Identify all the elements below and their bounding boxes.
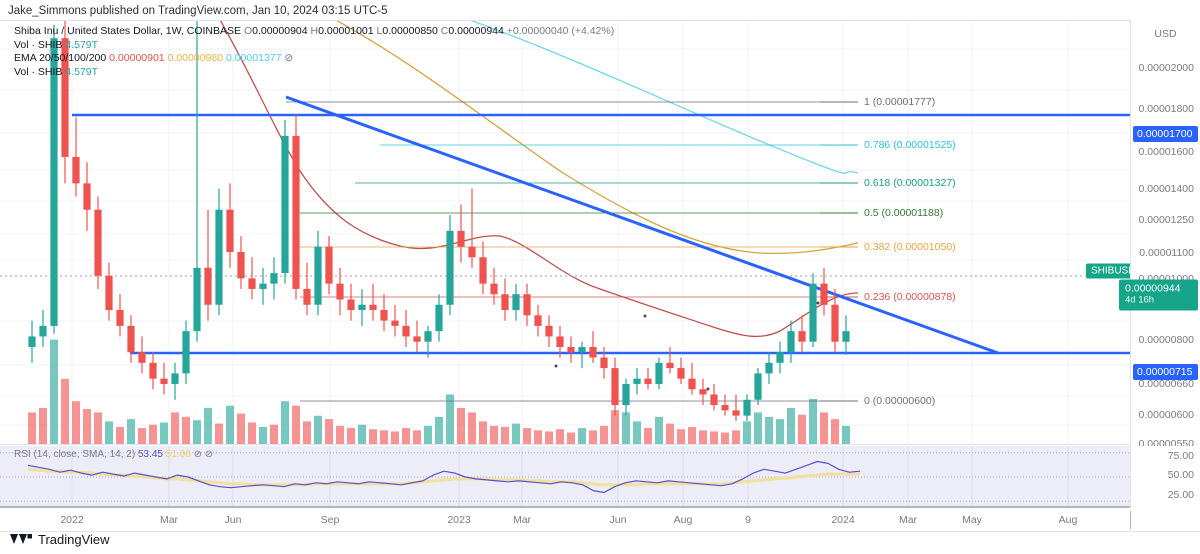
- price-support-label[interactable]: 0.00000715: [1133, 364, 1198, 380]
- fibonacci-level-label[interactable]: 0 (0.00000600): [864, 395, 936, 407]
- time-tick-label: 2022: [60, 514, 84, 526]
- rsi-tick-label: 50.00: [1167, 469, 1194, 481]
- time-tick-label: Jun: [224, 514, 242, 526]
- price-tick-label: 0.00000660: [1138, 378, 1194, 390]
- time-tick-label: 9: [745, 514, 751, 526]
- fibonacci-level-label[interactable]: 0.382 (0.00001050): [864, 241, 956, 253]
- time-tick-label: Jun: [609, 514, 627, 526]
- price-chart-canvas: [0, 21, 1130, 444]
- time-tick-label: Mar: [512, 514, 532, 526]
- current-price-value: 0.00000944: [1125, 282, 1181, 295]
- rsi-value: 53.45: [137, 449, 163, 460]
- time-tick-label: Aug: [673, 514, 693, 526]
- symbol-price-tag[interactable]: SHIBUSD: [1086, 263, 1130, 279]
- price-tick-label: 0.00002000: [1138, 62, 1194, 74]
- fibonacci-level-label[interactable]: 0.618 (0.00001327): [864, 177, 956, 189]
- tradingview-brand-name: TradingView: [38, 532, 110, 547]
- price-chart-pane[interactable]: 1 (0.00001777) 0.786 (0.00001525) 0.618 (0…: [0, 20, 1130, 445]
- time-axis[interactable]: 2022 Mar Jun Sep 2023 Mar Jun Aug 9 2024 Mar May Aug: [0, 508, 1200, 532]
- fibonacci-level-label[interactable]: 0.5 (0.00001188): [864, 207, 944, 219]
- rsi-pane[interactable]: RSI (14, close, SMA, 14, 2) 53.45 51.06 …: [0, 446, 1130, 508]
- price-tick-label: 0.00000800: [1138, 334, 1194, 346]
- rsi-tick-label: 75.00: [1167, 450, 1194, 462]
- time-tick-label: 2023: [447, 514, 471, 526]
- price-tick-label: 0.00001600: [1138, 146, 1194, 158]
- time-axis-separator: [1130, 511, 1131, 529]
- price-tick-label: 0.00001800: [1138, 103, 1194, 115]
- footer-branding: TradingView: [10, 532, 110, 547]
- rsi-sma-value: 51.06: [165, 449, 191, 460]
- price-axis-unit: USD: [1154, 28, 1177, 40]
- time-tick-label: Mar: [898, 514, 918, 526]
- time-tick-label: May: [962, 514, 982, 526]
- tradingview-logo-icon: [10, 533, 32, 546]
- rsi-eye-icon[interactable]: ⊘: [193, 449, 202, 460]
- current-price-label[interactable]: 0.00000944 4d 16h: [1119, 279, 1198, 311]
- rsi-legend-label[interactable]: RSI (14, close, SMA, 14, 2): [14, 449, 136, 460]
- time-tick-label: Aug: [1058, 514, 1078, 526]
- attribution-text: Jake_Simmons published on TradingView.co…: [8, 5, 388, 17]
- rsi-canvas: [0, 446, 1130, 506]
- rsi-tick-label: 25.00: [1167, 489, 1194, 501]
- time-tick-label: Mar: [159, 514, 179, 526]
- time-tick-label: Sep: [320, 514, 340, 526]
- rsi-settings-icon[interactable]: ⊘: [204, 449, 214, 460]
- rsi-axis[interactable]: 75.00 50.00 25.00: [1130, 446, 1200, 508]
- bar-countdown: 4d 16h: [1125, 294, 1155, 306]
- fibonacci-level-label[interactable]: 0.236 (0.00000878): [864, 291, 956, 303]
- time-tick-label: 2024: [831, 514, 855, 526]
- price-tick-label: 0.00001250: [1138, 214, 1194, 226]
- price-tick-label: 0.00000600: [1138, 409, 1194, 421]
- fibonacci-level-label[interactable]: 0.786 (0.00001525): [864, 139, 956, 151]
- rsi-legend: RSI (14, close, SMA, 14, 2) 53.45 51.06 …: [14, 449, 213, 460]
- fibonacci-level-label[interactable]: 1 (0.00001777): [864, 96, 936, 108]
- price-tick-label: 0.00001100: [1139, 247, 1194, 259]
- price-axis[interactable]: USD 0.00002000 0.00001800 0.00001600 0.0000…: [1119, 20, 1200, 450]
- price-tick-label: 0.00001400: [1138, 183, 1194, 195]
- price-resistance-label[interactable]: 0.00001700: [1133, 126, 1198, 142]
